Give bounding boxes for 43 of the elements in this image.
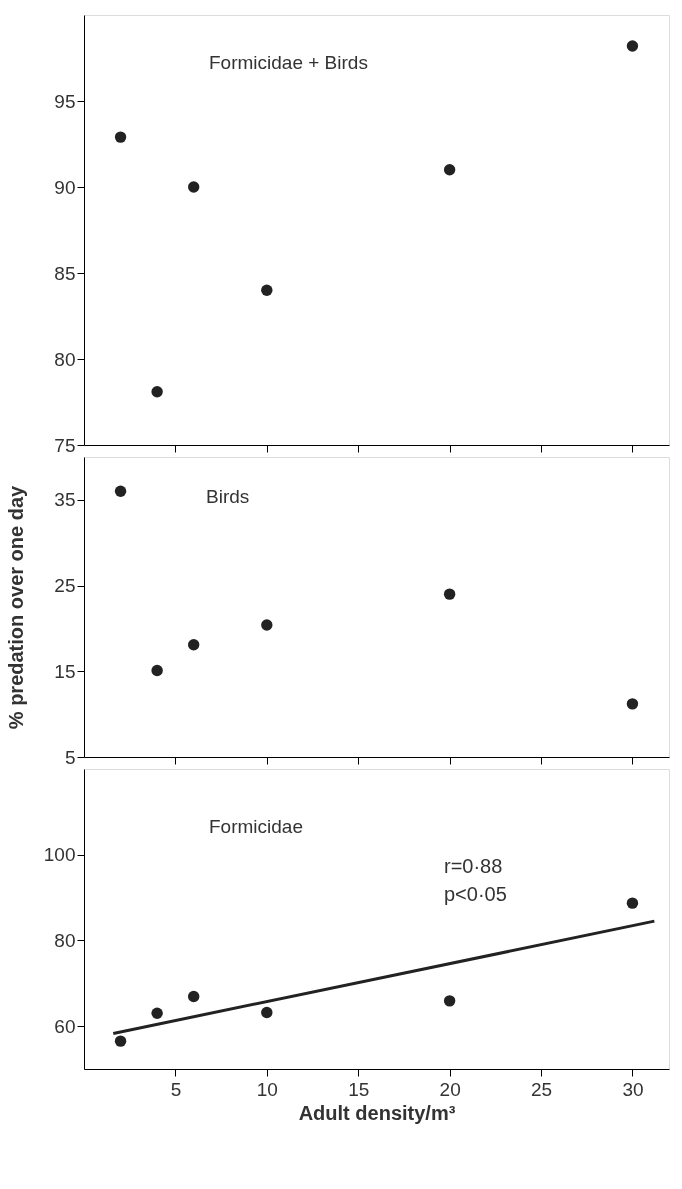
- x-tick-label: 25: [530, 1078, 553, 1100]
- x-tick-label: 30: [622, 1078, 644, 1100]
- annotation: r=0·88: [444, 855, 503, 877]
- point: [114, 131, 127, 143]
- point: [151, 385, 163, 398]
- y-tick-label: 80: [54, 929, 76, 951]
- y-tick-label: 35: [54, 489, 76, 511]
- point: [151, 1007, 163, 1019]
- y-tick-label: 25: [54, 575, 76, 597]
- y-tick-label: 15: [54, 660, 76, 682]
- point: [443, 588, 456, 600]
- y-tick-label: 75: [54, 434, 76, 456]
- y-tick-label: 80: [54, 348, 76, 370]
- annotation: p<0·05: [444, 883, 507, 905]
- y-tick-label: 95: [54, 90, 76, 112]
- point: [114, 485, 127, 497]
- text: Formicidae + Birds: [209, 52, 368, 73]
- y-axis-title: % predation over one day: [4, 484, 27, 730]
- text: Formicidae: [209, 816, 303, 837]
- point: [114, 1035, 127, 1047]
- x-tick-label: 20: [439, 1078, 461, 1100]
- x-axis-title: Adult density/m³: [298, 1101, 456, 1124]
- point: [151, 664, 163, 677]
- point: [626, 40, 639, 52]
- point: [443, 164, 456, 176]
- y-tick-label: 90: [54, 176, 76, 198]
- x-tick-label: 15: [348, 1078, 370, 1100]
- y-tick-label: 85: [54, 262, 76, 284]
- y-tick-label: 60: [54, 1015, 76, 1037]
- point: [261, 1006, 273, 1019]
- point: [261, 619, 273, 631]
- y-tick-label: 100: [43, 844, 76, 866]
- point: [187, 990, 200, 1003]
- text: Birds: [206, 486, 250, 507]
- x-tick-label: 10: [256, 1078, 278, 1100]
- point: [626, 897, 639, 909]
- point: [187, 181, 200, 193]
- point: [443, 995, 456, 1007]
- point: [261, 284, 273, 296]
- y-tick-label: 5: [64, 746, 76, 768]
- point: [187, 639, 200, 651]
- x-tick-label: 5: [170, 1078, 182, 1100]
- point: [626, 698, 639, 710]
